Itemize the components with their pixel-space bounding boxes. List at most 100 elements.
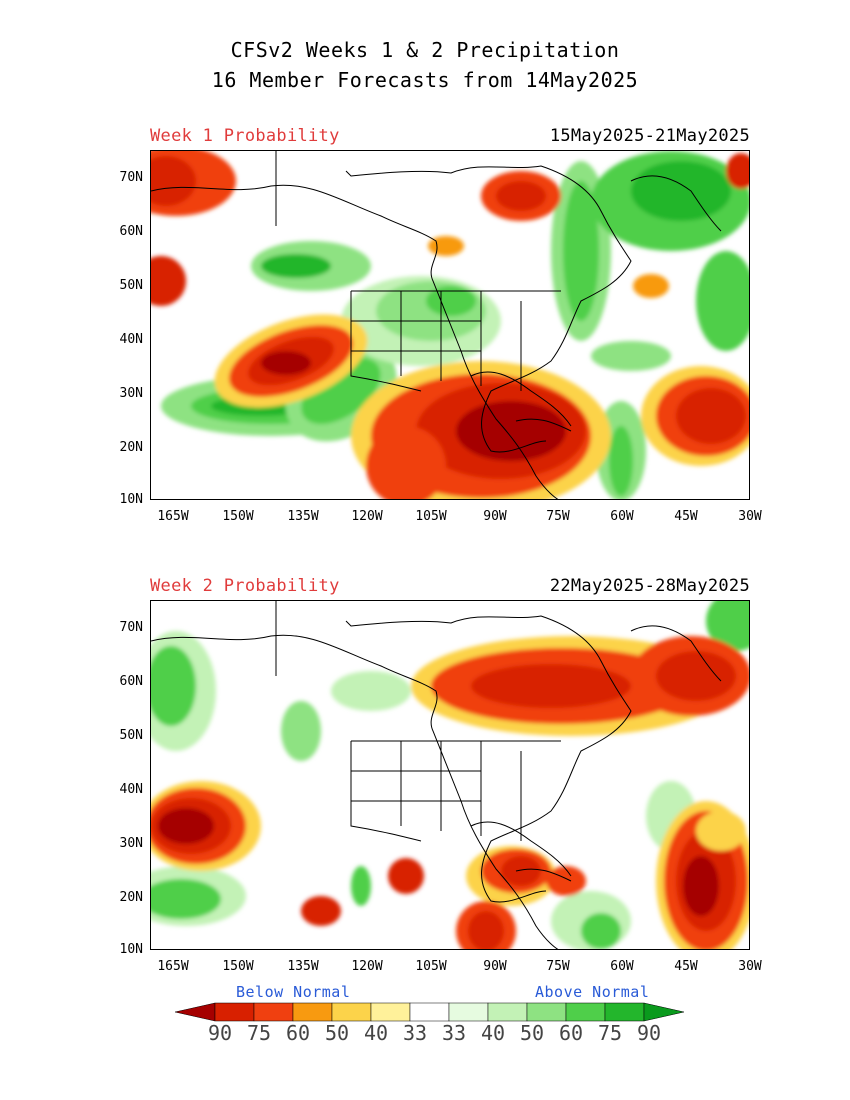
lat-tick: 30N <box>119 836 143 851</box>
legend-value: 50 <box>519 1021 545 1045</box>
lon-tick: 60W <box>610 509 634 524</box>
lon-tick: 60W <box>610 959 634 974</box>
lon-tick: 150W <box>222 959 254 974</box>
anomaly-blob <box>158 808 214 844</box>
lon-tick: 150W <box>222 509 254 524</box>
lat-tick: 70N <box>119 170 143 185</box>
anomaly-blob <box>468 911 504 949</box>
lon-tick: 30W <box>738 509 762 524</box>
anomaly-blob <box>261 254 331 278</box>
lat-tick: 70N <box>119 620 143 635</box>
week1-map-svg <box>151 151 749 499</box>
legend-below-normal: Below Normal <box>236 983 351 1001</box>
anomaly-blob <box>151 879 221 919</box>
legend-swatch <box>526 1002 567 1022</box>
lat-tick: 40N <box>119 782 143 797</box>
chart-title: CFSv2 Weeks 1 & 2 Precipitation <box>230 38 620 62</box>
chart-subtitle: 16 Member Forecasts from 14May2025 <box>211 68 639 92</box>
anomaly-blob <box>261 351 311 375</box>
legend-swatch <box>331 1002 372 1022</box>
legend-value: 33 <box>402 1021 428 1045</box>
legend-swatch <box>370 1002 411 1022</box>
anomaly-blob <box>696 811 746 851</box>
color-bar <box>175 1002 685 1022</box>
week1-label: Week 1 Probability <box>150 126 340 146</box>
week2-map-svg <box>151 601 749 949</box>
anomaly-blob <box>301 358 381 424</box>
legend-value: 33 <box>441 1021 467 1045</box>
legend-swatch <box>214 1002 255 1022</box>
lon-tick: 105W <box>415 959 447 974</box>
anomaly-blob <box>471 664 631 708</box>
anomaly-blob <box>696 251 749 351</box>
lat-tick: 60N <box>119 224 143 239</box>
legend-swatch <box>565 1002 606 1022</box>
lon-tick: 135W <box>287 509 319 524</box>
week1-map <box>150 150 750 500</box>
legend-value: 50 <box>324 1021 350 1045</box>
anomaly-blob <box>563 181 599 321</box>
legend-value: 75 <box>246 1021 272 1045</box>
legend-swatch <box>487 1002 528 1022</box>
lat-tick: 10N <box>119 942 143 957</box>
legend-arrow-right <box>643 1002 685 1022</box>
lat-tick: 30N <box>119 386 143 401</box>
lat-tick: 50N <box>119 728 143 743</box>
anomaly-blob <box>591 341 671 371</box>
lon-tick: 120W <box>351 509 383 524</box>
lon-tick: 105W <box>415 509 447 524</box>
legend-value: 60 <box>285 1021 311 1045</box>
lon-tick: 30W <box>738 959 762 974</box>
anomaly-blob <box>331 671 411 711</box>
anomaly-blob <box>151 156 196 206</box>
legend-swatch <box>253 1002 294 1022</box>
anomaly-blob <box>456 401 566 461</box>
legend-value: 60 <box>558 1021 584 1045</box>
lon-tick: 45W <box>674 959 698 974</box>
lat-tick: 20N <box>119 890 143 905</box>
anomaly-blob <box>501 856 541 886</box>
lon-tick: 120W <box>351 959 383 974</box>
legend-arrow-left <box>175 1002 216 1022</box>
coastline-lines <box>151 601 722 949</box>
lon-tick: 165W <box>157 959 189 974</box>
anomaly-blob <box>546 866 586 896</box>
lon-tick: 165W <box>157 509 189 524</box>
anomaly-blob <box>366 426 446 499</box>
lon-tick: 90W <box>483 509 507 524</box>
lat-tick: 20N <box>119 440 143 455</box>
anomaly-blob <box>281 701 321 761</box>
legend-value: 40 <box>363 1021 389 1045</box>
anomaly-blob <box>388 858 424 894</box>
legend-value: 90 <box>636 1021 662 1045</box>
week2-date-range: 22May2025-28May2025 <box>549 576 750 596</box>
legend-above-normal: Above Normal <box>535 983 650 1001</box>
lon-tick: 45W <box>674 509 698 524</box>
anomaly-blob <box>706 601 749 651</box>
lon-tick: 75W <box>546 959 570 974</box>
legend-swatch <box>409 1002 450 1022</box>
lat-tick: 10N <box>119 492 143 507</box>
week1-date-range: 15May2025-21May2025 <box>549 126 750 146</box>
week2-label: Week 2 Probability <box>150 576 340 596</box>
legend-swatch <box>604 1002 645 1022</box>
lat-tick: 50N <box>119 278 143 293</box>
anomaly-blob <box>633 274 669 298</box>
anomaly-blob <box>609 426 633 496</box>
legend-swatch <box>448 1002 489 1022</box>
legend-value: 75 <box>597 1021 623 1045</box>
lat-tick: 60N <box>119 674 143 689</box>
lat-tick: 40N <box>119 332 143 347</box>
legend-value: 90 <box>207 1021 233 1045</box>
anomaly-blob <box>656 651 736 701</box>
lon-tick: 135W <box>287 959 319 974</box>
anomaly-blob <box>496 181 546 211</box>
week2-map <box>150 600 750 950</box>
anomaly-blob <box>581 913 621 949</box>
coastline-lines <box>151 151 722 499</box>
anomaly-blob <box>683 856 719 916</box>
lon-tick: 75W <box>546 509 570 524</box>
anomaly-blob <box>676 388 746 444</box>
anomaly-blob <box>726 153 749 189</box>
lon-tick: 90W <box>483 959 507 974</box>
